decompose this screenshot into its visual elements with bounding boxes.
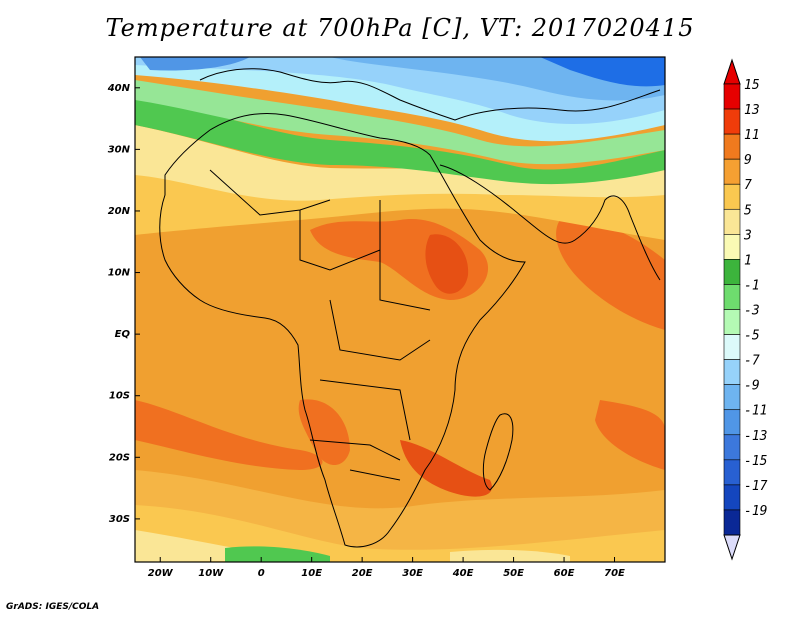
angola-hot xyxy=(298,399,350,465)
sahel-band xyxy=(135,150,665,240)
europe-coastline xyxy=(199,68,661,121)
colorbar-swatch xyxy=(723,208,741,235)
mozambique-hot xyxy=(400,440,492,497)
colorbar-bottom-arrow xyxy=(723,534,741,561)
colorbar-label: -17 xyxy=(744,479,768,494)
map-title: Temperature at 700hPa [C], VT: 201702041… xyxy=(105,14,695,42)
colorbar-swatch xyxy=(723,359,741,385)
colorbar-label: -3 xyxy=(744,304,760,319)
colorbar-swatch xyxy=(723,259,741,285)
colorbar-swatch xyxy=(723,384,741,411)
colorbar-swatch xyxy=(723,409,741,436)
lat-tick-label: 20S xyxy=(109,452,130,463)
lat-tick-label: 40N xyxy=(107,83,131,94)
north-africa-green-band xyxy=(135,95,665,185)
north-cold xyxy=(540,57,665,87)
arabian-sea-hot xyxy=(556,219,665,330)
colorbar-swatch xyxy=(723,459,741,486)
lat-tick-label: 30S xyxy=(109,514,130,525)
lon-tick-label: 20W xyxy=(148,568,174,579)
internal-borders xyxy=(209,169,431,481)
south-atlantic-green xyxy=(225,546,330,562)
lat-tick-label: 30N xyxy=(108,144,131,155)
colorbar-swatch xyxy=(723,234,741,260)
lat-tick-label: 20N xyxy=(108,206,131,217)
south-indian-cool xyxy=(450,549,570,562)
grads-credit: GrADS: IGES/COLA xyxy=(6,602,100,612)
mediterranean-green xyxy=(135,80,665,165)
colorbar: 15 13 11 9 7 5 3 1 -1 -3 -5 -7 -9 -11 -13 -15 -17 -19 xyxy=(723,58,768,561)
colorbar-label: -13 xyxy=(744,429,767,444)
colorbar-label: -7 xyxy=(744,354,760,369)
colorbar-label: 3 xyxy=(743,228,752,243)
south-cooler-band xyxy=(135,530,330,562)
indian-ocean-hot xyxy=(595,400,665,470)
lon-tick-label: 60E xyxy=(554,568,575,579)
ethiopia-hot xyxy=(425,234,469,294)
lon-tick-label: 30E xyxy=(402,568,423,579)
colorbar-swatch xyxy=(723,484,741,511)
colorbar-swatch xyxy=(723,108,741,135)
colorbar-label: -11 xyxy=(744,404,767,419)
south-atlantic-hot xyxy=(135,400,323,470)
lon-tick-label: 70E xyxy=(604,568,625,579)
colorbar-swatch xyxy=(723,334,741,360)
colorbar-swatch xyxy=(723,434,741,461)
colorbar-label: -19 xyxy=(744,504,767,519)
plot-frame xyxy=(134,56,666,563)
longitude-axis: 20W 10W 0 10E 20E 30E 40E 50E 60E 70E xyxy=(148,557,625,579)
atlantic-cold xyxy=(140,57,250,71)
colorbar-label: 7 xyxy=(744,178,752,193)
colorbar-label: 11 xyxy=(744,128,760,143)
lon-tick-label: 10W xyxy=(198,568,224,579)
colorbar-label: 5 xyxy=(744,203,752,218)
colorbar-swatch xyxy=(723,309,741,335)
colorbar-swatch xyxy=(723,83,741,110)
arabia-coastline xyxy=(439,164,661,281)
lon-tick-label: 50E xyxy=(503,568,524,579)
colorbar-label: 13 xyxy=(744,103,760,118)
lat-tick-label: EQ xyxy=(115,329,131,340)
lat-tick-label: 10N xyxy=(108,268,131,279)
colorbar-label: -1 xyxy=(744,278,760,293)
lat-tick-label: 10S xyxy=(109,391,130,402)
colorbar-label: -9 xyxy=(744,379,760,394)
temperature-field xyxy=(135,57,665,562)
colorbar-label: -15 xyxy=(744,454,768,469)
colorbar-top-arrow xyxy=(723,58,741,85)
africa-coastline xyxy=(159,112,526,548)
lon-tick-label: 20E xyxy=(352,568,373,579)
lon-tick-label: 40E xyxy=(452,568,474,579)
colorbar-swatch xyxy=(723,133,741,160)
latitude-axis: 40N 30N 20N 10N EQ 10S 20S 30S xyxy=(107,83,140,525)
lon-tick-label: 10E xyxy=(301,568,322,579)
colorbar-label: 9 xyxy=(744,153,752,168)
madagascar-coastline xyxy=(482,413,514,491)
colorbar-label: 15 xyxy=(744,78,760,93)
colorbar-swatch xyxy=(723,183,741,210)
lon-tick-label: 0 xyxy=(258,568,265,579)
colorbar-swatch xyxy=(723,284,741,310)
colorbar-label: -5 xyxy=(744,329,760,344)
colorbar-swatch xyxy=(723,158,741,185)
colorbar-label: 1 xyxy=(744,253,752,268)
colorbar-swatch xyxy=(723,509,741,536)
map-borders xyxy=(159,68,661,548)
